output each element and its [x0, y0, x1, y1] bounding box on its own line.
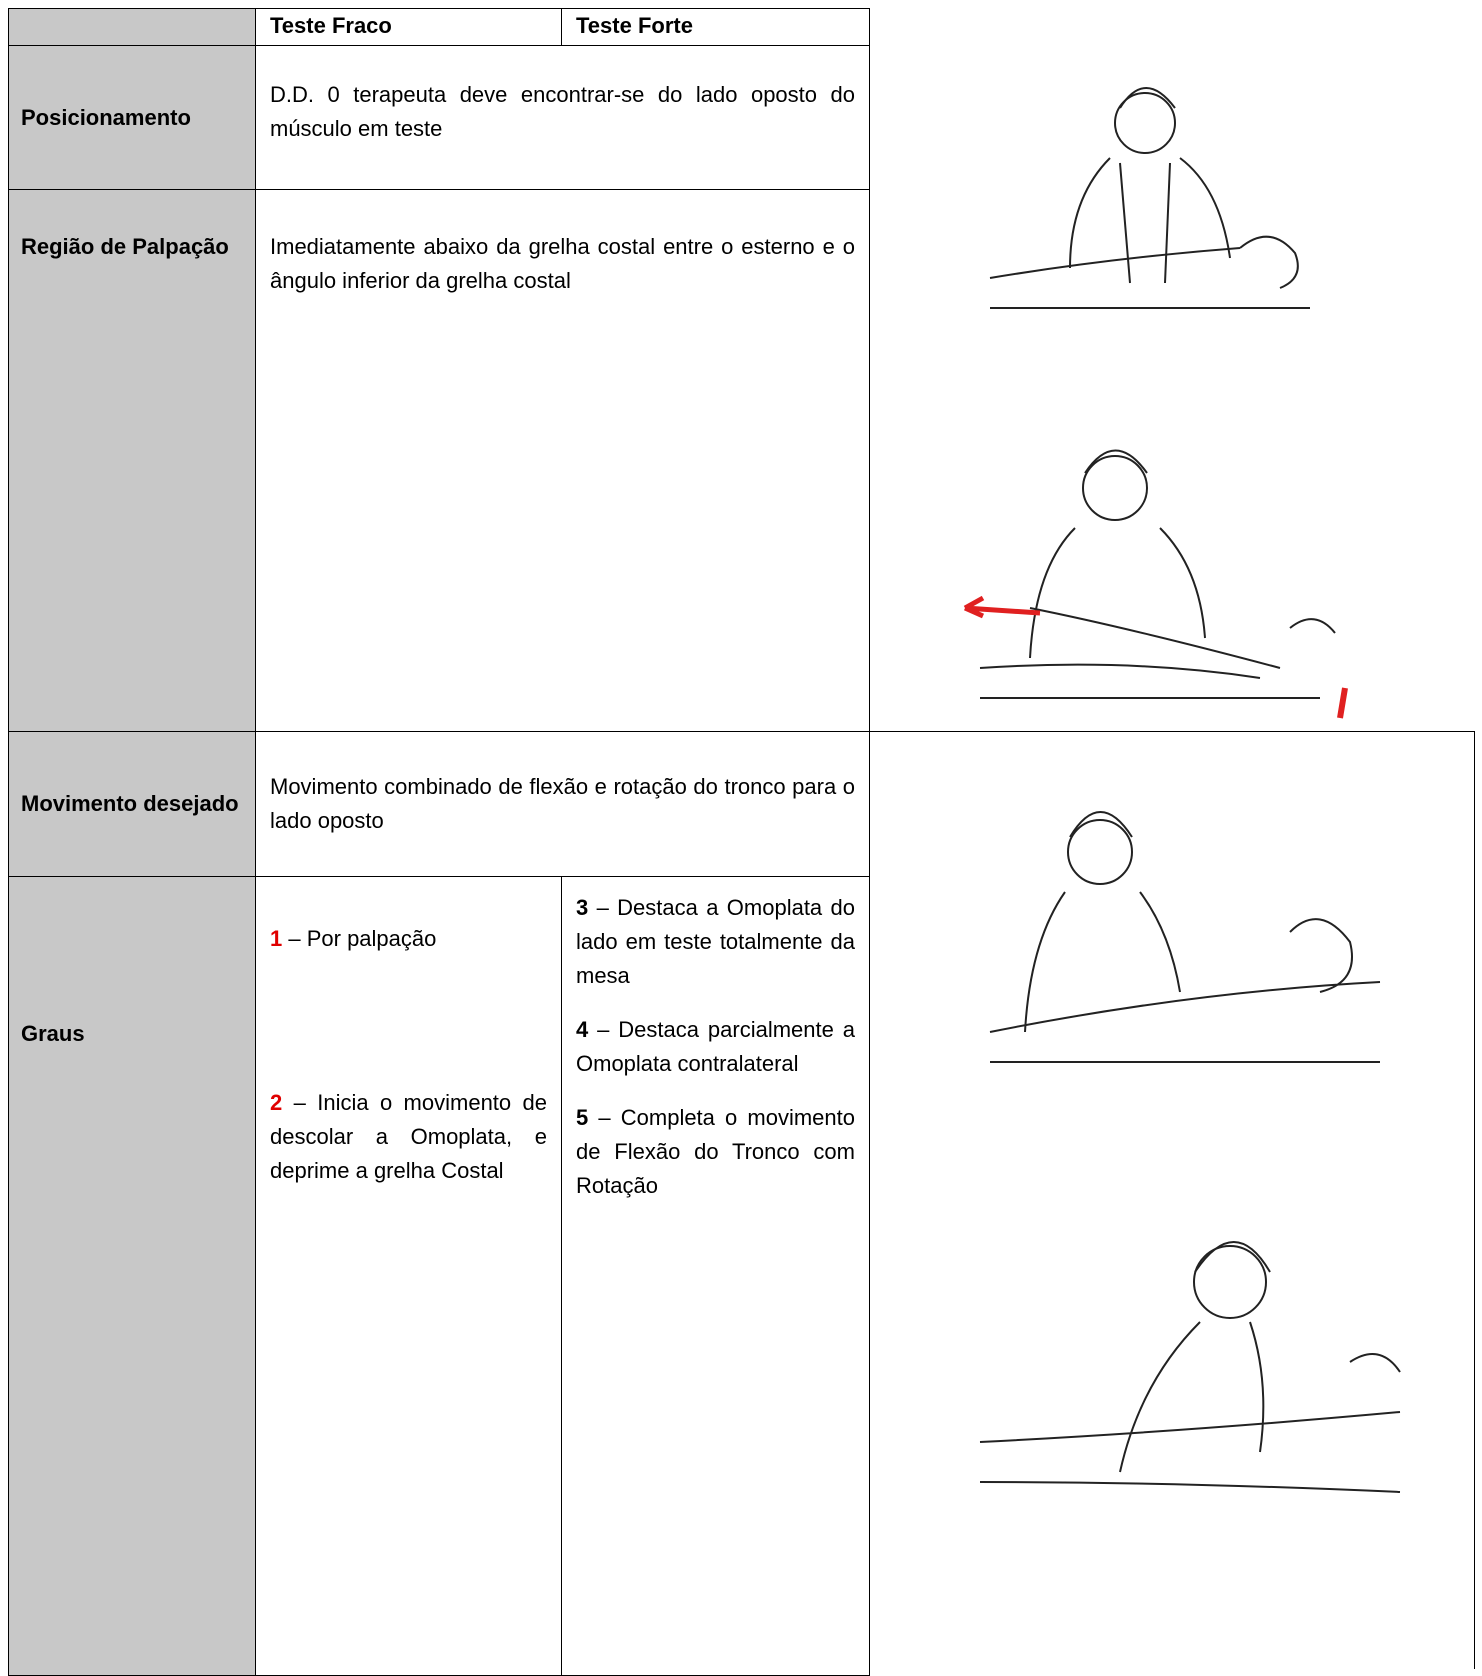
grade-text: – Destaca parcialmente a Omoplata contra…: [576, 1017, 855, 1076]
grade-text: – Inicia o movimento de descolar a Omopl…: [270, 1090, 547, 1183]
header-strong: Teste Forte: [561, 8, 870, 46]
header-blank: [8, 8, 256, 46]
row-label: Região de Palpação: [8, 189, 256, 732]
grade-item: 3 – Destaca a Omoplata do lado em teste …: [576, 891, 855, 993]
illustration: [963, 449, 1348, 719]
header-weak: Teste Fraco: [255, 8, 562, 46]
grade-text: – Destaca a Omoplata do lado em teste to…: [576, 895, 855, 988]
grade-text: – Completa o movimento de Flexão do Tron…: [576, 1105, 855, 1198]
grade-item: 4 – Destaca parcialmente a Omoplata cont…: [576, 1013, 855, 1081]
grade-number: 2: [270, 1090, 283, 1115]
grade-item: 5 – Completa o movimento de Flexão do Tr…: [576, 1101, 855, 1203]
grade-text: – Por palpação: [288, 926, 437, 951]
row-label: Posicionamento: [8, 45, 256, 190]
illustration: [989, 811, 1381, 1063]
grades-strong: 3 – Destaca a Omoplata do lado em teste …: [561, 876, 870, 1676]
grade-item: 1 – Por palpação: [270, 922, 547, 956]
row-text: Movimento combinado de flexão e rotação …: [255, 731, 870, 877]
grade-number: 1: [270, 926, 283, 951]
row-text: Imediatamente abaixo da grelha costal en…: [255, 189, 870, 732]
row-text: D.D. 0 terapeuta deve encontrar-se do la…: [255, 45, 870, 190]
grades-weak: 1 – Por palpação 2 – Inicia o movimento …: [255, 876, 562, 1676]
grade-number: 5: [576, 1105, 589, 1130]
image-cell: [869, 731, 1475, 1669]
illustration: [979, 1241, 1401, 1493]
grade-number: 3: [576, 895, 589, 920]
illustration: [989, 87, 1310, 309]
row-label: Graus: [8, 876, 256, 1676]
grade-number: 4: [576, 1017, 589, 1042]
image-cell: [869, 8, 1475, 732]
row-label: Movimento desejado: [8, 731, 256, 877]
grade-item: 2 – Inicia o movimento de descolar a Omo…: [270, 1086, 547, 1188]
